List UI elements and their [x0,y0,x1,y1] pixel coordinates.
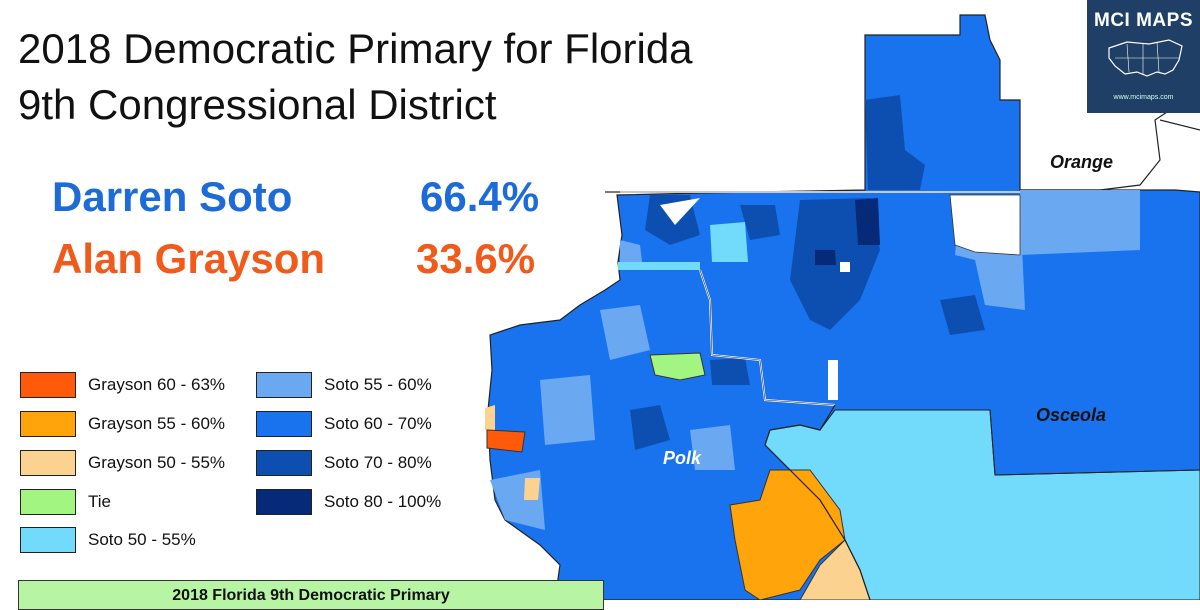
precinct-soto-55-60 [600,305,650,360]
candidate-grayson-name: Alan Grayson [52,235,326,282]
precinct-soto-50-55 [710,222,748,262]
logo-url: www.mcimaps.com [1113,94,1174,101]
mci-maps-logo: MCI MAPS www.mcimaps.com [1087,0,1200,113]
candidate-soto-percent: 66.4% [420,173,540,220]
legend-label: Grayson 60 - 63% [88,375,226,394]
logo-name: MCI MAPS [1094,10,1193,31]
legend-label: Grayson 55 - 60% [88,414,226,433]
precinct-grayson-55-60 [729,469,846,600]
precinct-soto-80-100 [855,198,880,245]
county-boundary-line [989,409,1200,476]
legend-label: Soto 70 - 80% [324,453,432,472]
precinct-soto-70-80 [710,358,750,385]
county-boundary-line [764,404,871,600]
precinct-tie [649,352,706,381]
legend-swatch [256,489,312,515]
precinct-grayson-60-63 [486,429,526,453]
precinct-soto-55-60 [540,375,595,445]
precinct-soto-55-60 [620,240,642,262]
legend-item: Soto 55 - 60% [256,370,432,400]
legend-label: Soto 60 - 70% [324,414,432,433]
county-label-polk: Polk [663,448,702,468]
legend-swatch [20,372,76,398]
us-map-icon [1108,39,1183,77]
legend-swatch [256,411,312,437]
candidate-grayson-percent: 33.6% [416,235,536,282]
legend-label: Soto 55 - 60% [324,375,432,394]
legend-item: Grayson 60 - 63% [20,370,225,400]
county-boundary-dark [699,269,836,406]
map-title-line-1: 2018 Democratic Primary for Florida [18,25,693,72]
county-boundary-line [1159,119,1200,131]
legend-item: Soto 50 - 55% [20,525,196,555]
precinct-soto-70-80 [940,295,985,335]
no-data-area [660,198,700,225]
legend-item: Tie [20,487,111,517]
no-data-area [840,262,850,272]
precinct-soto-55-60 [690,425,735,470]
legend-swatch [20,489,76,515]
legend-swatch [20,527,76,553]
legend-item: Soto 70 - 80% [256,448,432,478]
precinct-soto-80-100 [815,250,836,265]
county-label-orange: Orange [1050,152,1114,172]
legend-swatch [256,450,312,476]
legend-swatch [20,411,76,437]
no-data-area [828,360,838,400]
legend-label: Tie [88,492,111,511]
county-label-osceola: Osceola [1036,405,1107,425]
precinct-grayson-50-55 [524,478,540,500]
legend-label: Soto 80 - 100% [324,492,442,511]
precinct-soto-70-80 [630,405,670,450]
legend-item: Grayson 50 - 55% [20,448,225,478]
legend-swatch [20,450,76,476]
precinct-grayson-50-55 [485,405,495,430]
precinct-soto-50-55 [618,262,700,270]
candidate-soto-name: Darren Soto [52,173,293,220]
map-title-line-2: 9th Congressional District [18,81,497,128]
legend-swatch [256,372,312,398]
legend-item: Soto 80 - 100% [256,487,441,517]
legend-item: Grayson 55 - 60% [20,409,225,439]
results-table-header: 2018 Florida 9th Democratic Primary [18,580,604,610]
legend-label: Soto 50 - 55% [88,530,196,549]
precinct-soto-55-60 [1020,190,1140,255]
precinct-soto-70-80 [865,95,925,190]
legend-label: Grayson 50 - 55% [88,453,226,472]
legend-item: Soto 60 - 70% [256,409,432,439]
no-data-area [949,194,1021,256]
precinct-soto-70-80 [740,205,780,240]
